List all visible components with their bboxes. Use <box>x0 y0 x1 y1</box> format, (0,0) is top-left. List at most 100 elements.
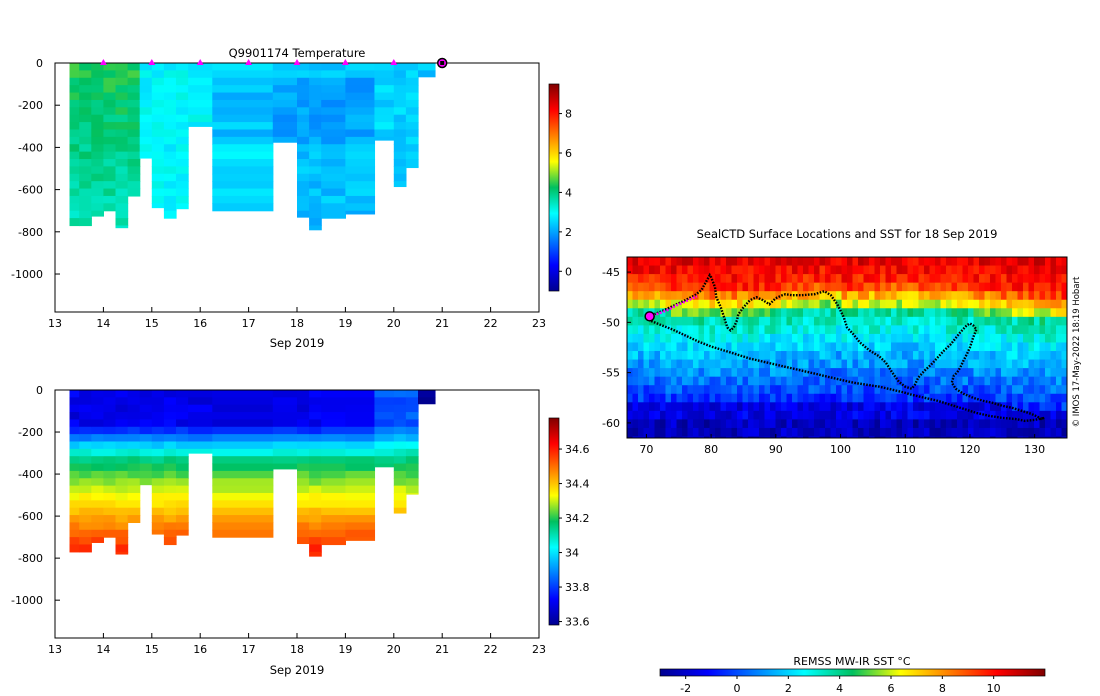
sst-cell <box>803 282 810 292</box>
sst-cell <box>1061 333 1067 344</box>
sst-cell <box>918 282 925 292</box>
section-cell <box>139 478 153 486</box>
sst-cell <box>693 333 700 344</box>
sst-cell <box>946 351 953 361</box>
sst-cell <box>786 393 793 403</box>
sst-cell <box>627 265 634 275</box>
sst-cell <box>665 325 672 335</box>
section-cell <box>212 107 274 116</box>
section-cell <box>115 195 129 204</box>
section-cell <box>309 456 322 465</box>
section-cell <box>79 203 92 212</box>
section-cell <box>91 210 104 217</box>
section-cell <box>345 390 376 398</box>
sst-cell <box>924 393 931 403</box>
sst-cell <box>869 308 876 318</box>
sst-cell <box>935 333 942 344</box>
sst-cell <box>649 419 656 429</box>
section-cell <box>188 419 213 428</box>
section-cell <box>309 70 322 79</box>
sst-cell <box>1050 342 1057 352</box>
sst-cell <box>962 282 969 292</box>
sst-cell <box>770 402 777 412</box>
sst-cell <box>979 393 986 403</box>
sst-cell <box>1006 257 1013 267</box>
sst-cell <box>775 257 782 267</box>
section-cell <box>272 136 298 143</box>
salinity-xlabel: Sep 2019 <box>270 663 325 677</box>
section-cell <box>91 166 104 175</box>
section-cell <box>176 203 189 210</box>
sst-cell <box>660 436 667 438</box>
sst-cell <box>1050 359 1057 369</box>
y-tick-label: -800 <box>18 226 43 239</box>
section-cell <box>176 448 189 457</box>
sst-cell <box>814 316 821 326</box>
sst-cell <box>830 291 837 301</box>
sst-cell <box>1039 393 1046 403</box>
section-cell <box>115 181 129 190</box>
sst-cell <box>984 368 991 378</box>
map-y-tick-label: -60 <box>602 417 620 430</box>
section-cell <box>139 85 153 94</box>
sst-cell <box>643 282 650 292</box>
sst-cell <box>786 368 793 378</box>
sst-cell <box>907 274 914 284</box>
sst-cell <box>654 419 661 429</box>
sst-cell <box>825 410 832 420</box>
sst-cell <box>885 282 892 292</box>
section-cell <box>91 390 104 398</box>
section-cell <box>103 456 117 465</box>
section-cell <box>151 129 165 138</box>
sst-cell <box>676 257 683 267</box>
sst-cell <box>726 316 733 326</box>
sst-cell <box>957 299 964 309</box>
sst-cell <box>671 419 678 429</box>
sst-cell <box>962 436 969 438</box>
section-cell <box>127 99 141 108</box>
section-cell <box>374 419 395 428</box>
sst-cell <box>951 385 958 395</box>
sst-cell <box>1061 299 1067 309</box>
temperature-cells <box>69 63 436 231</box>
profile-marker <box>390 59 398 65</box>
section-cell <box>151 478 165 487</box>
sst-cell <box>1056 359 1063 369</box>
x-tick-label: 22 <box>484 643 498 656</box>
section-cell <box>69 203 80 212</box>
sst-cell <box>720 342 727 352</box>
section-cell <box>212 390 274 398</box>
section-cell <box>212 485 274 494</box>
sst-cell <box>995 436 1002 438</box>
sst-cell <box>1001 419 1008 429</box>
section-cell <box>69 397 80 406</box>
sst-cell <box>726 376 733 386</box>
section-cell <box>405 99 419 108</box>
sst-cell <box>841 419 848 429</box>
sst-cell <box>737 376 744 386</box>
section-cell <box>127 114 141 123</box>
sst-cell <box>693 385 700 395</box>
sst-cell <box>709 351 716 361</box>
sst-cell <box>979 299 986 309</box>
section-cell <box>309 551 322 557</box>
sst-cell <box>748 291 755 301</box>
sst-cell <box>737 402 744 412</box>
x-tick-label: 14 <box>96 317 110 330</box>
section-cell <box>345 412 376 421</box>
sst-cell <box>764 333 771 344</box>
sst-cell <box>1017 308 1024 318</box>
sst-cell <box>918 436 925 438</box>
sst-cell <box>1039 410 1046 420</box>
sst-cell <box>676 351 683 361</box>
sst-cell <box>687 299 694 309</box>
x-tick-label: 21 <box>435 643 449 656</box>
profile-marker <box>99 59 107 65</box>
sst-cell <box>654 359 661 369</box>
sst-cell <box>1023 257 1030 267</box>
section-cell <box>321 529 346 538</box>
sst-cell <box>995 376 1002 386</box>
sst-cell <box>874 299 881 309</box>
sst-cell <box>1006 410 1013 420</box>
section-cell <box>212 136 274 145</box>
